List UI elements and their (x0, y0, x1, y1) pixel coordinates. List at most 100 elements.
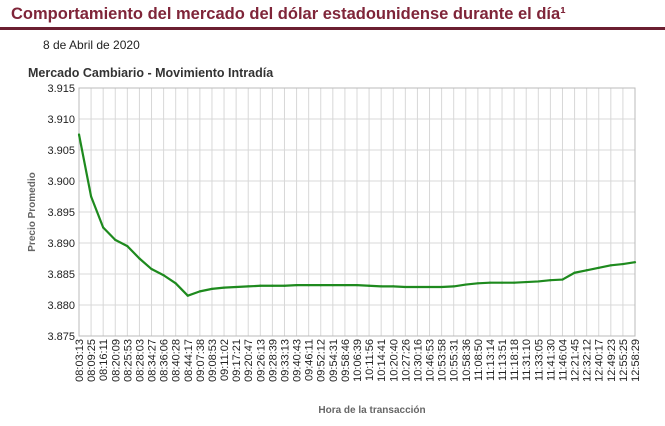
plot-area (78, 87, 636, 337)
x-tick-label: 09:26:13 (255, 339, 267, 382)
data-point (283, 284, 286, 287)
report-date: 8 de Abril de 2020 (43, 38, 140, 52)
data-point (150, 267, 153, 271)
data-point (222, 286, 226, 289)
x-tick-label: 08:20:09 (110, 339, 122, 382)
data-point (247, 285, 250, 288)
x-tick-label: 08:40:28 (171, 339, 183, 382)
data-point (392, 285, 395, 288)
data-point (573, 271, 576, 274)
data-point (355, 284, 359, 287)
x-tick-label: 08:34:27 (147, 339, 159, 382)
data-point (621, 262, 625, 266)
data-point (126, 245, 129, 248)
data-point (89, 195, 93, 198)
x-tick-label: 09:17:21 (231, 339, 243, 382)
x-tick-label: 09:28:39 (267, 339, 279, 382)
x-tick-label: 11:13:51 (497, 339, 509, 381)
x-tick-label: 12:49:23 (606, 339, 618, 382)
data-point (162, 274, 165, 277)
data-point (259, 284, 262, 287)
x-tick-label: 09:40:43 (292, 339, 304, 382)
x-tick-label: 09:33:13 (279, 339, 291, 382)
x-tick-label: 10:20:40 (388, 339, 400, 382)
x-tick-label: 09:58:46 (340, 339, 352, 382)
x-tick-label: 08:28:03 (134, 339, 146, 382)
x-tick-label: 10:55:31 (449, 339, 461, 382)
x-tick-label: 09:08:53 (207, 339, 219, 382)
data-point (440, 285, 443, 289)
chart-grid (78, 87, 636, 337)
x-tick-label: 08:25:53 (122, 339, 134, 382)
data-point (464, 283, 467, 286)
x-tick-label: 11:08:50 (473, 339, 485, 381)
x-tick-label: 09:46:11 (304, 339, 316, 381)
x-tick-label: 08:36:06 (159, 339, 171, 382)
x-axis-ticks: 08:03:13 08:09:25 08:16:11 08:20:09 08:25:53… (74, 339, 642, 382)
data-point (416, 285, 419, 289)
x-tick-label: 08:16:11 (98, 339, 110, 381)
data-point (210, 287, 214, 290)
data-point (198, 290, 201, 293)
data-point (428, 285, 431, 289)
y-tick-label: 3.890 (47, 238, 75, 250)
page-title: Comportamiento del mercado del dólar est… (11, 5, 566, 23)
y-tick-label: 3.895 (47, 207, 75, 219)
x-axis-title: Hora de la transacción (318, 405, 425, 416)
data-point (513, 281, 516, 284)
data-point (77, 133, 81, 136)
data-point (500, 281, 504, 284)
x-tick-label: 09:54:31 (328, 339, 340, 382)
y-axis-title: Precio Promedio (27, 172, 38, 251)
x-tick-label: 09:07:38 (195, 339, 207, 382)
y-tick-label: 3.915 (47, 83, 75, 95)
data-point (343, 284, 347, 287)
x-tick-label: 12:55:25 (618, 339, 630, 382)
data-point (271, 284, 274, 287)
y-tick-label: 3.875 (47, 331, 75, 343)
x-tick-label: 09:20:47 (243, 339, 255, 382)
x-tick-label: 12:32:12 (582, 339, 594, 382)
data-point (452, 285, 455, 288)
data-point (380, 285, 383, 288)
x-tick-label: 08:03:13 (74, 339, 86, 382)
data-point (488, 281, 492, 284)
x-tick-label: 09:11:02 (219, 339, 231, 381)
data-point (597, 266, 600, 269)
series-points (77, 133, 637, 297)
x-tick-label: 10:30:16 (412, 339, 424, 382)
y-tick-label: 3.880 (47, 300, 75, 312)
x-tick-label: 12:58:29 (630, 339, 642, 382)
title-divider (0, 27, 665, 30)
x-tick-label: 10:14:41 (376, 339, 388, 382)
data-point (525, 280, 528, 284)
data-point (102, 226, 105, 229)
data-point (331, 284, 334, 287)
data-point (609, 264, 612, 267)
data-point (537, 280, 540, 283)
data-point (549, 279, 552, 282)
data-point (476, 282, 479, 285)
data-point (295, 284, 298, 287)
chart-title: Mercado Cambiario - Movimiento Intradía (28, 66, 274, 80)
x-tick-label: 10:46:53 (425, 339, 437, 382)
y-tick-label: 3.885 (47, 269, 75, 281)
data-point (633, 261, 637, 264)
x-tick-label: 10:11:56 (364, 339, 376, 381)
x-tick-label: 12:40:17 (594, 339, 606, 382)
x-tick-label: 10:06:39 (352, 339, 364, 382)
x-tick-label: 08:44:17 (183, 339, 195, 382)
x-tick-label: 11:33:05 (533, 339, 545, 381)
data-point (307, 284, 310, 287)
y-tick-label: 3.910 (47, 114, 75, 126)
x-tick-label: 09:52:12 (316, 339, 328, 382)
x-tick-label: 11:46:04 (557, 339, 569, 381)
x-tick-label: 10:53:58 (437, 339, 449, 382)
x-tick-label: 11:18:18 (509, 339, 521, 381)
x-tick-label: 11:41:30 (545, 339, 557, 381)
x-tick-label: 11:31:10 (521, 339, 533, 381)
x-tick-label: 11:13:14 (485, 339, 497, 381)
data-point (174, 282, 177, 285)
data-point (114, 238, 117, 241)
x-tick-label: 10:58:36 (461, 339, 473, 382)
